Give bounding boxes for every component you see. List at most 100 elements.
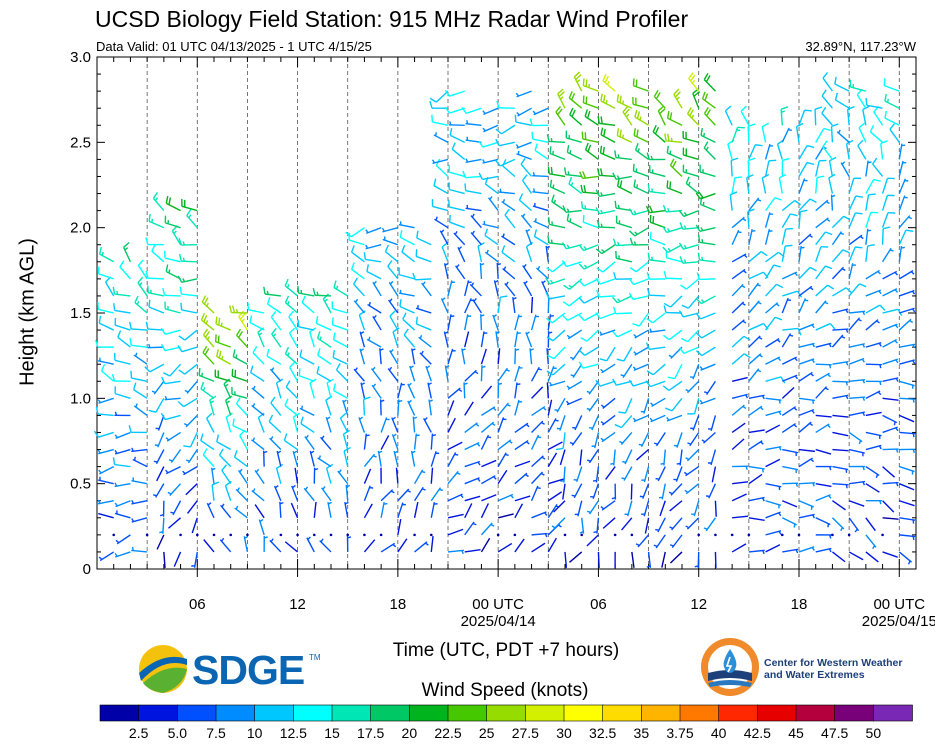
wind-barb-staff [882, 500, 895, 513]
wind-barb-staff [727, 143, 733, 160]
wind-barb-staff [502, 165, 516, 177]
wind-barb-staff [530, 434, 540, 450]
wind-barb-half-feather [471, 213, 475, 218]
colorbar-swatch [679, 704, 720, 722]
wind-barb-half-feather [408, 382, 412, 387]
wind-barb-feather [821, 106, 827, 114]
calm-point [780, 533, 784, 537]
colorbar-label: 32.5 [589, 725, 616, 741]
wind-barb-feather [548, 217, 551, 225]
wind-barb-half-feather [131, 546, 134, 551]
sdge-logo-icon [139, 645, 187, 693]
wind-barb-feather [315, 316, 319, 324]
wind-barb-half-feather [489, 196, 493, 200]
wind-barb-staff [200, 440, 215, 451]
wind-barb-feather [529, 118, 533, 126]
wind-barb-half-feather [305, 434, 309, 439]
wind-barb-staff [149, 363, 165, 373]
wind-barb-staff [319, 540, 332, 553]
wind-barb-staff [398, 273, 415, 280]
wind-barb-feather [872, 157, 878, 165]
wind-barb-staff [552, 329, 566, 342]
wind-barb-feather [822, 72, 829, 79]
wind-barb-half-feather [506, 403, 511, 407]
wind-barb-half-feather [840, 527, 844, 532]
wind-barb-feather [809, 266, 817, 272]
wind-barb-staff [848, 195, 857, 211]
wind-barb-half-feather [159, 531, 164, 534]
wind-barb-staff [397, 488, 410, 502]
wind-barb-staff [595, 466, 600, 483]
wind-barb-half-feather [743, 270, 747, 274]
wind-barb-feather [698, 191, 704, 199]
wind-barb-staff [268, 421, 282, 433]
x-tick-label: 00 UTC [472, 596, 524, 613]
wind-barb-feather [276, 378, 284, 384]
colorbar-swatch [486, 704, 527, 722]
wind-barb-staff [131, 517, 148, 523]
wind-barb-feather [366, 264, 370, 272]
wind-barb-feather [632, 322, 640, 327]
wind-barb-staff [251, 387, 265, 399]
wind-barb-feather [179, 286, 183, 295]
wind-barb-staff [675, 466, 683, 482]
wind-barb-half-feather [508, 440, 513, 444]
y-tick-label: 1.0 [70, 390, 91, 407]
wind-barb-feather [495, 138, 500, 146]
wind-barb-half-feather [550, 137, 553, 142]
colorbar-swatch [873, 704, 913, 722]
wind-barb-feather [634, 109, 638, 118]
wind-barb-staff [671, 534, 683, 549]
wind-barb-half-feather [676, 96, 680, 101]
wind-barb-staff [276, 450, 282, 467]
calm-point [630, 533, 634, 537]
wind-barb-feather [165, 264, 169, 272]
wind-barb-staff [832, 482, 849, 486]
wind-barb-staff [514, 331, 519, 348]
wind-barb-staff [703, 431, 716, 444]
wind-barb-staff [880, 143, 884, 160]
wind-barb-half-feather [683, 244, 687, 249]
wind-barb-staff [155, 483, 165, 498]
wind-barb-staff [866, 104, 883, 109]
wind-barb-half-feather [586, 510, 591, 514]
wind-barb-staff [413, 433, 418, 450]
wind-barb-half-feather [760, 441, 764, 445]
wind-barb-staff [830, 194, 834, 211]
wind-barb-staff [363, 433, 368, 450]
wind-barb-staff [686, 517, 700, 530]
wind-barb-staff [148, 306, 165, 314]
wind-barb-feather [645, 380, 651, 388]
wind-barb-feather [178, 253, 182, 262]
wind-barb-half-feather [515, 348, 520, 351]
wind-barb-feather [200, 381, 205, 390]
wind-barb-staff [865, 304, 881, 314]
wind-barb-feather [562, 301, 570, 307]
wind-barb-feather [204, 330, 211, 338]
wind-barb-staff [380, 435, 390, 450]
colorbar-swatch [718, 704, 759, 722]
wind-barb-staff [782, 327, 799, 331]
wind-barb-staff [133, 405, 148, 416]
wind-barb-feather [462, 170, 467, 178]
wind-barb-staff [798, 145, 808, 160]
wind-barb-half-feather [606, 81, 610, 85]
wind-barb-staff [865, 289, 882, 297]
wind-barb-staff [831, 249, 844, 263]
wind-barb-staff [831, 215, 845, 229]
cw3e-line1: Center for Western Weather [764, 657, 903, 669]
wind-barb-staff [464, 521, 475, 536]
wind-barb-feather [855, 195, 864, 198]
wind-barb-half-feather [877, 271, 881, 275]
wind-barb-staff [747, 211, 750, 228]
wind-barb-staff [291, 485, 299, 501]
wind-barb-staff [731, 543, 747, 553]
wind-barb-half-feather [482, 110, 486, 115]
wind-barb-staff [731, 376, 748, 382]
wind-barb-staff [798, 421, 812, 433]
wind-barb-staff [447, 387, 461, 399]
wind-barb-staff [898, 215, 911, 229]
wind-barb-staff [562, 483, 566, 500]
wind-barb-feather [700, 128, 704, 136]
wind-barb-staff [632, 295, 649, 301]
